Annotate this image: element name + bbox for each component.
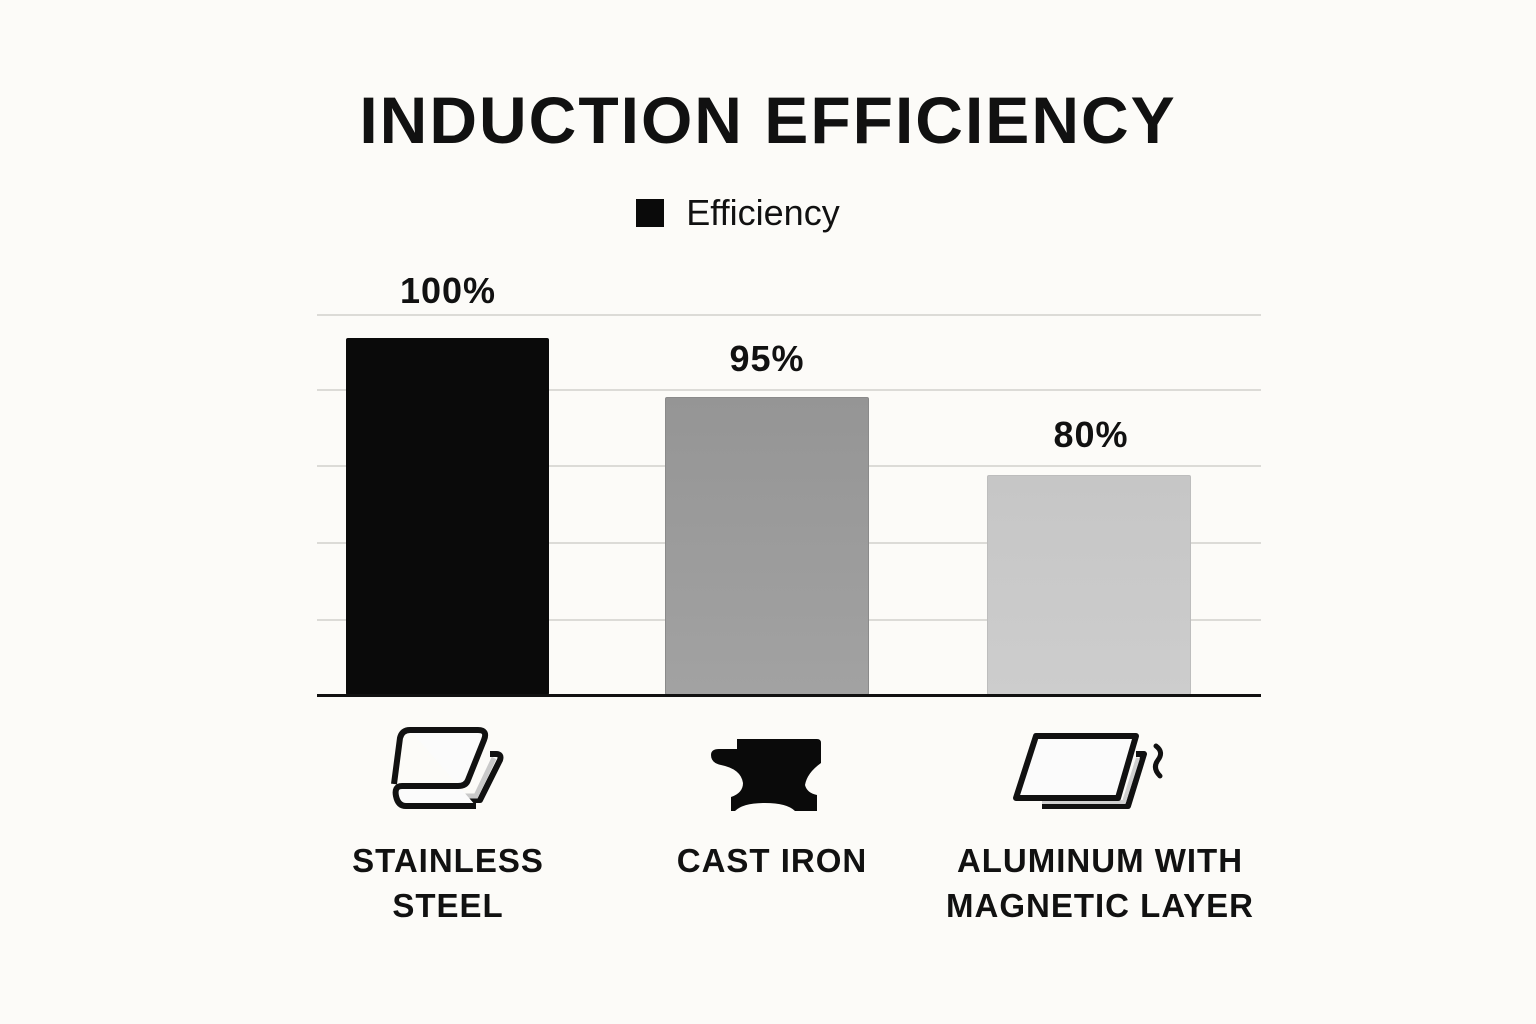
anvil-icon [711, 739, 821, 811]
layered-plate-icon [1013, 733, 1164, 809]
category-label-line: STEEL [392, 887, 504, 924]
category-label-cast-iron: CAST IRON [592, 838, 952, 883]
bar-stainless-steel [346, 338, 549, 695]
chart-title: INDUCTION EFFICIENCY [359, 83, 1177, 157]
gridline [317, 314, 1261, 316]
value-label: 100% [399, 270, 497, 311]
bar-cast-iron [665, 397, 869, 695]
category-label-line: STAINLESS [352, 842, 544, 879]
cookware-pan-icon [391, 727, 504, 809]
value-label: 80% [1053, 414, 1129, 455]
category-label-line: CAST IRON [676, 842, 868, 879]
bar-aluminum [987, 475, 1191, 695]
value-label: 95% [729, 338, 805, 379]
x-axis-line [317, 694, 1261, 697]
category-label-line: MAGNETIC LAYER [946, 887, 1254, 924]
legend-label: Efficiency [686, 192, 840, 233]
legend-swatch [636, 199, 665, 227]
legend: Efficiency [0, 192, 1536, 234]
category-label-aluminum: ALUMINUM WITH MAGNETIC LAYER [920, 838, 1280, 928]
category-label-stainless-steel: STAINLESS STEEL [268, 838, 628, 928]
gridline [317, 389, 1261, 391]
category-label-line: ALUMINUM WITH [956, 842, 1244, 879]
